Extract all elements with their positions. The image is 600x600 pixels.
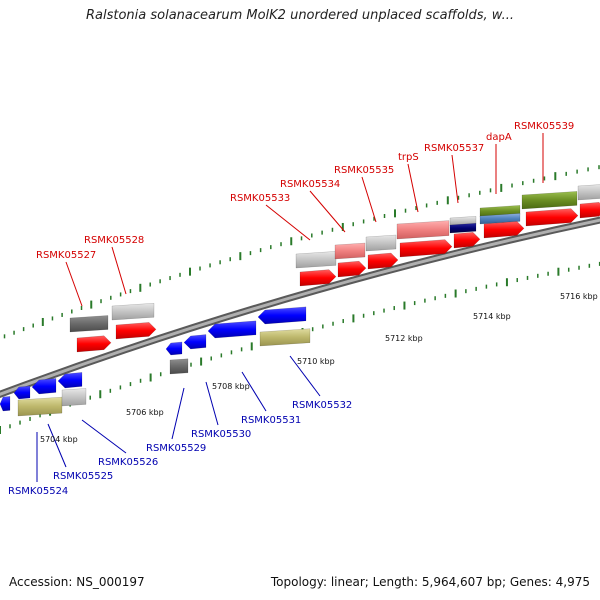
backbone [0, 218, 600, 396]
gene-pink [334, 242, 366, 260]
gene-blue [257, 306, 307, 325]
gene-label: RSMK05525 [53, 471, 113, 482]
leader-line [171, 387, 185, 440]
gene-label: RSMK05529 [146, 443, 206, 454]
gene-label: RSMK05530 [191, 429, 251, 440]
gene-red [483, 221, 525, 239]
gene-label: RSMK05524 [8, 486, 68, 497]
gene-label: RSMK05537 [424, 143, 484, 154]
gene-label: dapA [486, 132, 512, 143]
leader-line [205, 381, 219, 426]
rrna-block [111, 302, 155, 321]
gene-steelblue [479, 213, 521, 225]
map-title: Ralstonia solanacearum MolK2 unordered u… [85, 8, 514, 23]
gene-red [579, 202, 600, 219]
gene-blue [57, 372, 83, 389]
scale-label: 5714 kbp [473, 312, 511, 321]
gene-khaki [259, 328, 311, 347]
gene-blue [31, 378, 57, 395]
scale-label: 5710 kbp [297, 357, 335, 366]
gene-label: RSMK05539 [514, 121, 574, 132]
gene-red [453, 232, 481, 249]
gene-red [115, 322, 157, 340]
leader-line [65, 261, 83, 307]
leader-line [451, 154, 459, 204]
rrna-block [69, 315, 109, 333]
gene-khaki [17, 396, 63, 417]
leader-line [111, 246, 127, 295]
gene-red [299, 269, 337, 287]
gene-blue [0, 396, 11, 412]
rrna-block [61, 388, 87, 407]
gene-red [337, 260, 367, 278]
leader-line [265, 204, 311, 241]
gene-label: RSMK05531 [241, 415, 301, 426]
gene-olive [521, 191, 578, 210]
leader-line [309, 190, 346, 233]
rrna-block [295, 251, 337, 269]
rrna-block [365, 234, 397, 252]
gene-label: RSMK05528 [84, 235, 144, 246]
gene-red [367, 252, 399, 270]
gene-label: RSMK05526 [98, 457, 158, 468]
gene-red [76, 335, 112, 353]
scale-label: 5708 kbp [212, 382, 250, 391]
gene-blue [207, 320, 257, 339]
accession-text: Accession: NS_000197 [9, 575, 145, 589]
leader-line [241, 371, 267, 412]
gene-label: RSMK05532 [292, 400, 352, 411]
leader-line [81, 419, 127, 454]
gene-label: RSMK05534 [280, 179, 340, 190]
gene-red [399, 239, 453, 258]
rrna-block [169, 358, 189, 375]
gene-label: RSMK05527 [36, 250, 96, 261]
rrna-block [577, 184, 600, 201]
gene-navy [449, 223, 477, 234]
scale-label: 5716 kbp [560, 292, 598, 301]
scale-label: 5704 kbp [40, 435, 78, 444]
leader-line [47, 423, 67, 468]
topology-summary: Topology: linear; Length: 5,964,607 bp; … [270, 575, 590, 589]
leader-line [289, 355, 321, 397]
gene-pink [396, 220, 450, 240]
gene-label: trpS [398, 152, 419, 163]
gene-blue [13, 385, 31, 400]
gene-blue [165, 341, 183, 356]
scale-label: 5712 kbp [385, 334, 423, 343]
leader-line [361, 176, 377, 223]
gene-label: RSMK05535 [334, 165, 394, 176]
leader-line [407, 163, 419, 213]
gene-label: RSMK05533 [230, 193, 290, 204]
gene-blue [183, 334, 207, 350]
gene-red [525, 208, 579, 227]
scale-label: 5706 kbp [126, 408, 164, 417]
